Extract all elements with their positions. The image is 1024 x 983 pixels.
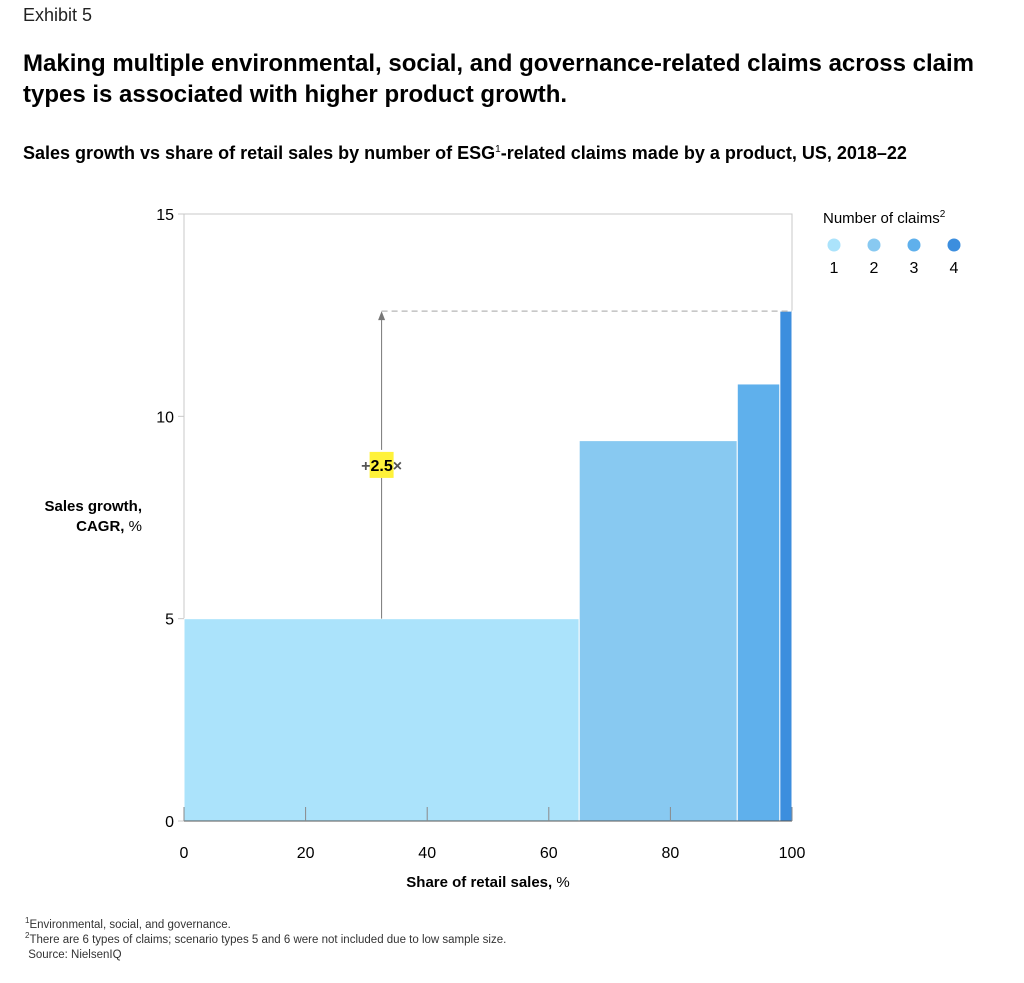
x-tick-label-60: 60 bbox=[540, 845, 558, 862]
legend-dot-1 bbox=[827, 238, 841, 252]
footnote-1-marker: 1 bbox=[25, 916, 30, 926]
legend-footnote-marker: 2 bbox=[939, 209, 946, 220]
x-tick-label-80: 80 bbox=[662, 845, 680, 862]
annotation-suffix: × bbox=[393, 458, 402, 475]
legend: 1 2 3 4 bbox=[827, 238, 961, 277]
y-tick-label-0: 0 bbox=[165, 814, 174, 831]
legend-label-2: 2 bbox=[870, 260, 879, 277]
legend-label-1: 1 bbox=[830, 260, 839, 277]
footnote-source: Source: NielsenIQ bbox=[25, 948, 506, 963]
footnote-2-text: There are 6 types of claims; scenario ty… bbox=[29, 934, 507, 946]
chart-title: Making multiple environmental, social, a… bbox=[23, 50, 974, 108]
footnote-1: 1Environmental, social, and governance. bbox=[25, 916, 506, 933]
growth-arrow-head bbox=[378, 311, 386, 321]
x-tick-label-0: 0 bbox=[180, 845, 189, 862]
chart-subtitle: Sales growth vs share of retail sales by… bbox=[23, 142, 1003, 165]
bar-claims-4 bbox=[779, 310, 793, 822]
legend-title: Number of claims2 bbox=[823, 209, 946, 228]
bar-claims-1 bbox=[183, 618, 580, 822]
x-tick-label-20: 20 bbox=[297, 845, 315, 862]
source-text: Source: NielsenIQ bbox=[28, 949, 122, 961]
footnotes: 1Environmental, social, and governance. … bbox=[25, 916, 507, 963]
bar-claims-2 bbox=[578, 440, 738, 822]
bar-claims-3 bbox=[736, 383, 781, 822]
legend-dot-4 bbox=[947, 238, 961, 252]
legend-label-3: 3 bbox=[910, 260, 919, 277]
legend-label-4: 4 bbox=[950, 260, 959, 277]
axis-ticks: 0 5 10 15 0 20 40 60 80 100 bbox=[156, 207, 805, 862]
legend-dot-3 bbox=[907, 238, 921, 252]
annotation-prefix: + bbox=[361, 458, 370, 475]
subtitle-footnote-marker: 1 bbox=[495, 144, 501, 155]
footnote-1-text: Environmental, social, and governance. bbox=[29, 919, 231, 931]
y-axis-label-line2: CAGR, bbox=[76, 518, 125, 535]
y-tick-label-10: 10 bbox=[156, 409, 174, 426]
annotation-multiplier: +2.5× bbox=[361, 458, 402, 475]
x-axis-unit: % bbox=[556, 874, 570, 891]
footnote-2: 2There are 6 types of claims; scenario t… bbox=[25, 931, 507, 948]
y-tick-label-5: 5 bbox=[165, 612, 174, 629]
x-tick-label-100: 100 bbox=[779, 845, 806, 862]
subtitle-text-end: -related claims made by a product, US, 2… bbox=[500, 143, 907, 163]
legend-title-text: Number of claims bbox=[823, 210, 940, 227]
exhibit-label: Exhibit 5 bbox=[23, 5, 93, 25]
bars bbox=[183, 310, 793, 822]
y-axis-label-line1: Sales growth, bbox=[44, 498, 142, 515]
x-axis-label-text: Share of retail sales, bbox=[406, 874, 553, 891]
y-tick-label-15: 15 bbox=[156, 207, 174, 224]
subtitle-text: Sales growth vs share of retail sales by… bbox=[23, 143, 496, 163]
x-tick-label-40: 40 bbox=[418, 845, 436, 862]
x-axis-label: Share of retail sales, % bbox=[184, 874, 792, 891]
growth-annotation: +2.5× bbox=[361, 310, 792, 619]
legend-dot-2 bbox=[867, 238, 881, 252]
annotation-value: 2.5 bbox=[370, 458, 392, 475]
y-axis-label: Sales growth, CAGR, % bbox=[10, 497, 142, 537]
annotation-highlight bbox=[369, 451, 394, 478]
footnote-2-marker: 2 bbox=[25, 931, 30, 941]
y-axis-unit: % bbox=[128, 518, 142, 535]
